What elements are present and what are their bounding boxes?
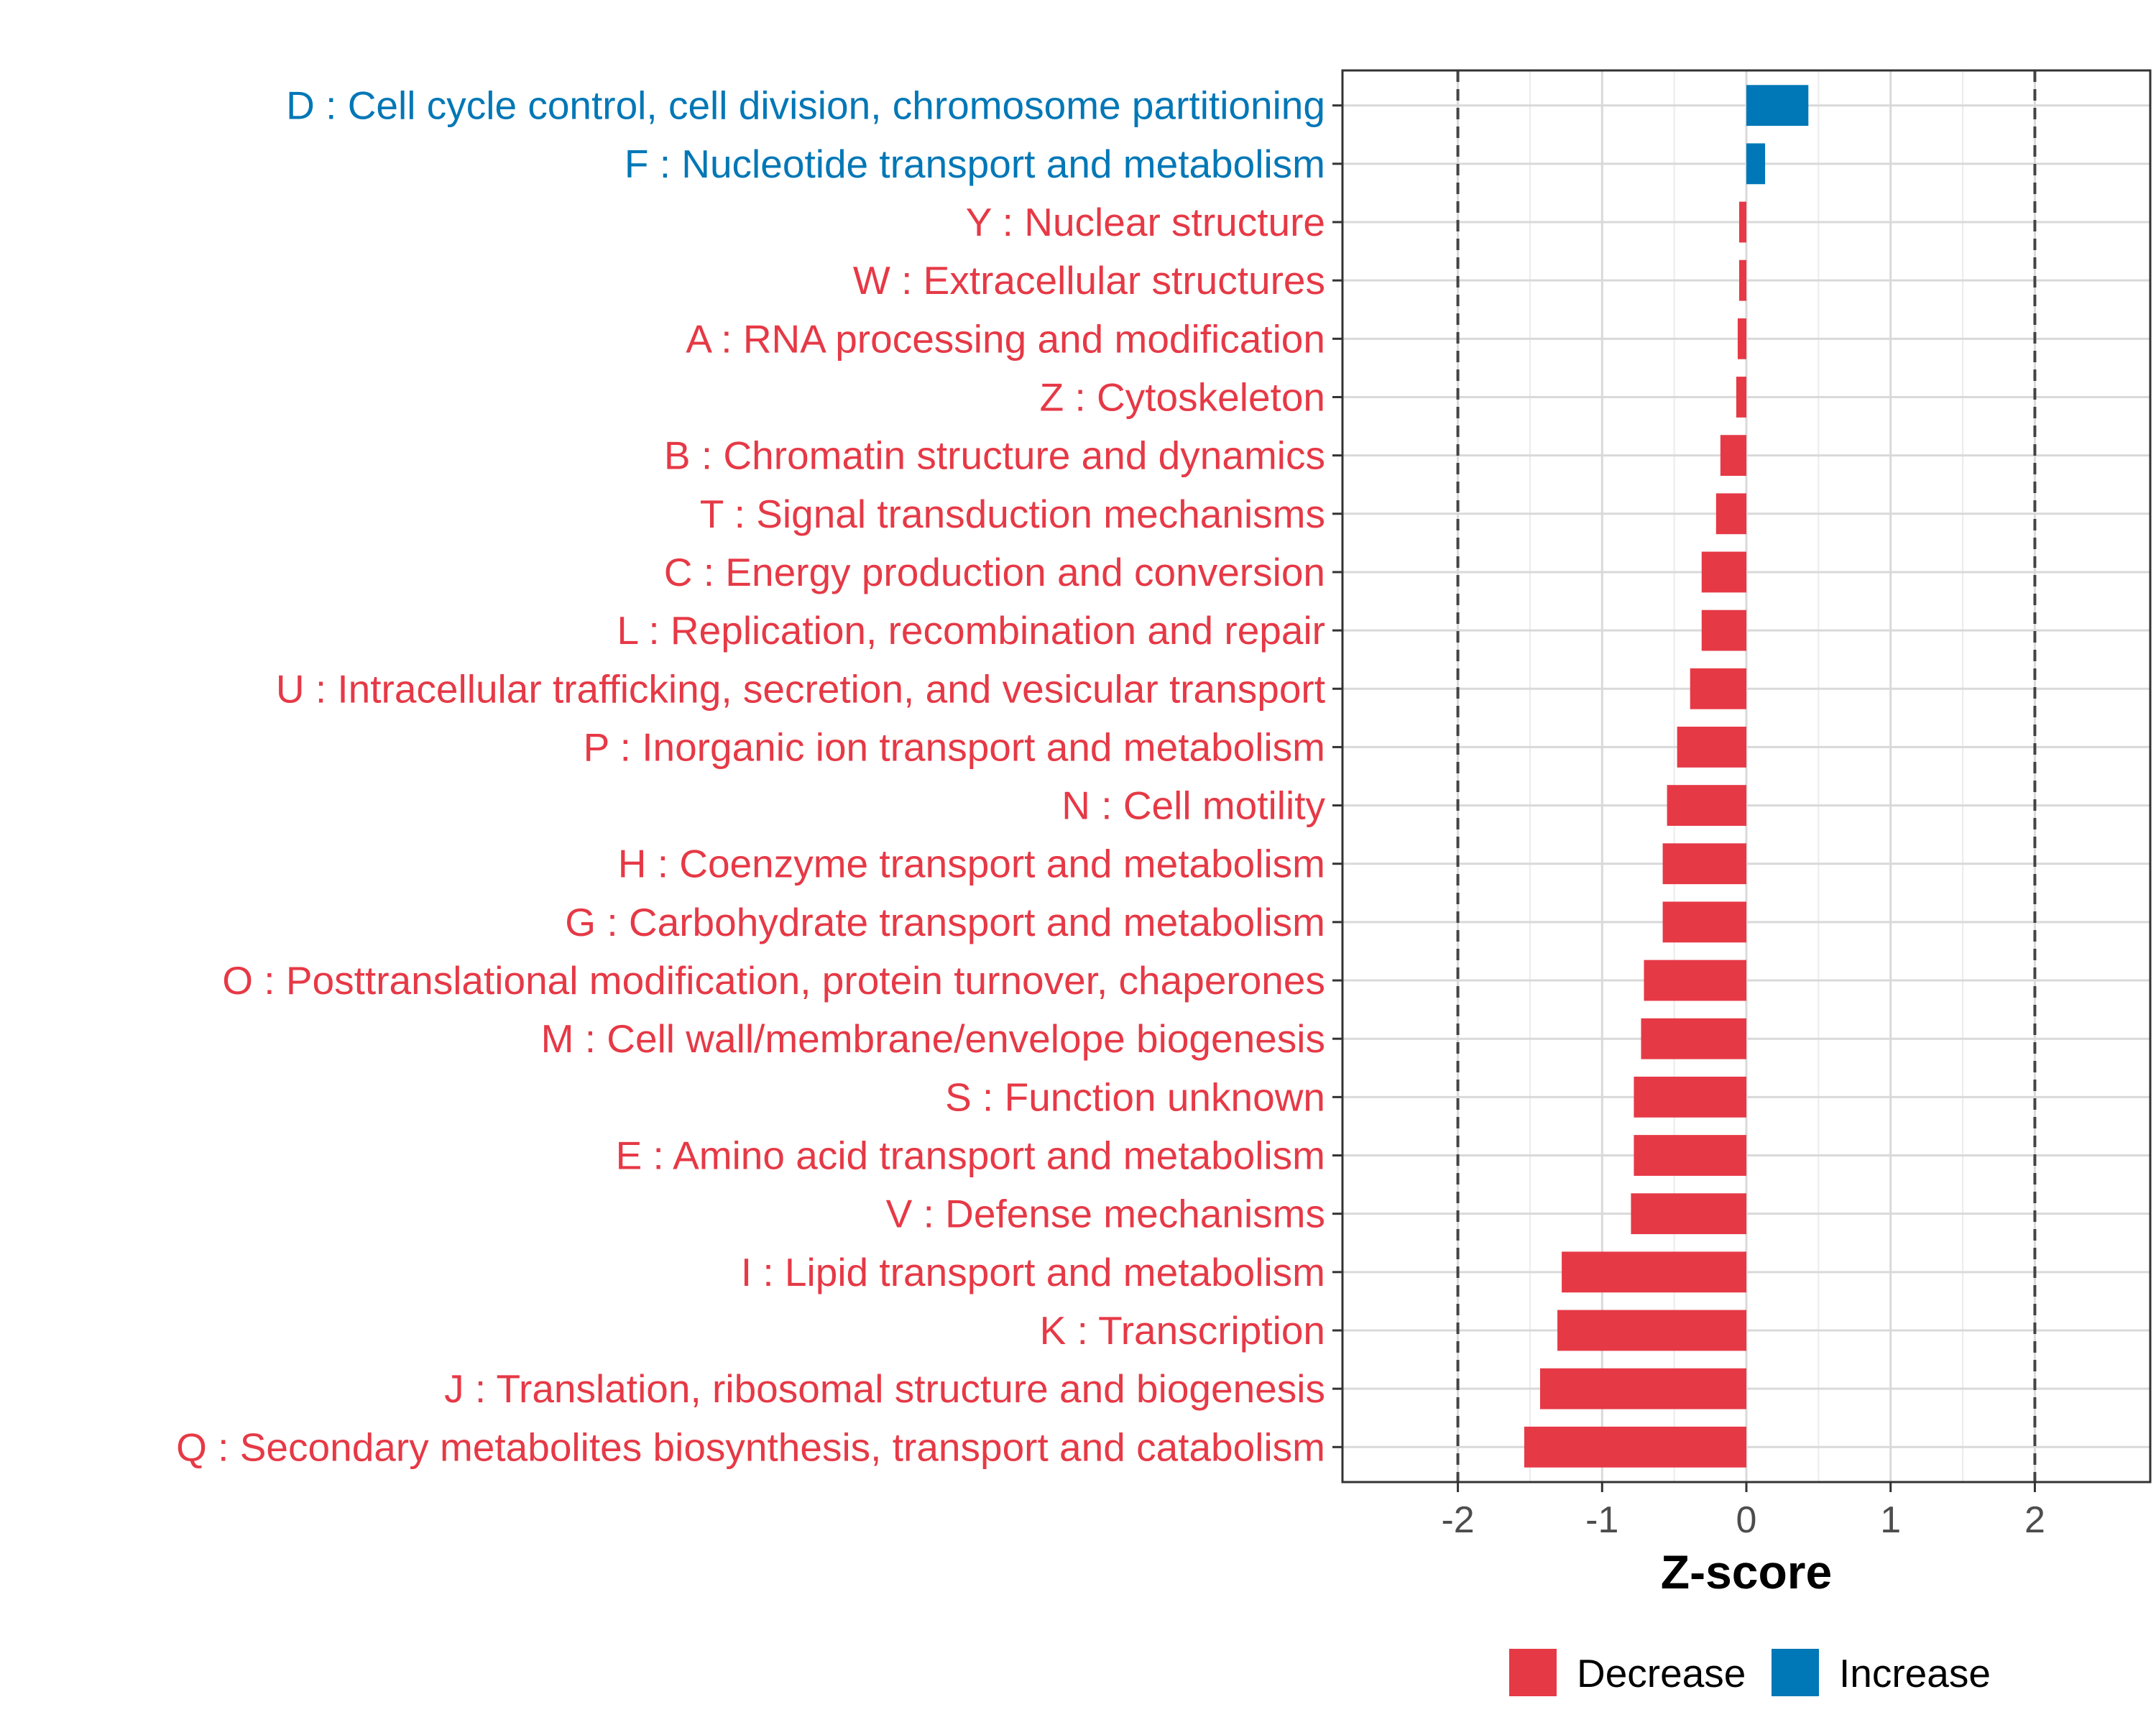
category-label: N : Cell motility [1061,783,1325,828]
bar [1746,85,1809,126]
category-label: O : Posttranslational modification, prot… [222,958,1325,1003]
bar [1701,610,1746,651]
bar [1677,727,1746,768]
bar [1738,259,1746,301]
bar [1524,1426,1746,1468]
category-label: V : Defense mechanisms [886,1192,1325,1236]
category-label: J : Translation, ribosomal structure and… [444,1366,1325,1411]
bar [1634,1076,1746,1118]
category-label: P : Inorganic ion transport and metaboli… [584,724,1325,769]
legend-swatch [1509,1649,1557,1696]
bar [1715,493,1746,535]
category-label: W : Extracellular structures [853,258,1325,303]
bar [1737,318,1746,359]
category-label: T : Signal transduction mechanisms [700,492,1325,536]
bar [1662,901,1746,943]
bar [1557,1310,1746,1351]
bar [1738,201,1746,243]
bar [1631,1193,1746,1235]
bar [1662,843,1746,885]
x-axis-title: Z-score [1661,1545,1832,1598]
category-label: M : Cell wall/membrane/envelope biogenes… [541,1016,1325,1061]
category-label: I : Lipid transport and metabolism [741,1250,1325,1294]
bar [1539,1368,1746,1409]
category-label: B : Chromatin structure and dynamics [664,433,1325,478]
bar [1644,960,1746,1001]
bar [1562,1251,1746,1293]
bar [1634,1135,1746,1176]
bar [1641,1018,1746,1059]
x-tick-label: -2 [1441,1499,1474,1541]
category-label: C : Energy production and conversion [664,550,1325,594]
x-tick-label: 0 [1736,1499,1757,1541]
category-label: A : RNA processing and modification [686,316,1325,361]
y-axis-labels: D : Cell cycle control, cell division, c… [176,83,1325,1470]
category-label: Q : Secondary metabolites biosynthesis, … [176,1425,1325,1469]
bar [1720,435,1746,477]
category-label: D : Cell cycle control, cell division, c… [286,83,1325,128]
category-label: Y : Nuclear structure [966,200,1325,244]
category-label: H : Coenzyme transport and metabolism [618,842,1325,886]
category-label: U : Intracellular trafficking, secretion… [276,666,1325,711]
category-label: K : Transcription [1040,1308,1325,1353]
legend: Decrease Increase [1509,1649,1991,1696]
category-label: Z : Cytoskeleton [1040,374,1325,419]
legend-label: Increase [1839,1651,1991,1696]
legend-swatch [1772,1649,1819,1696]
bar [1746,143,1766,185]
bar [1667,785,1746,826]
bar [1701,551,1746,593]
x-tick-label: 2 [2024,1499,2045,1541]
x-axis-ticks: -2 -1 0 1 2 [1441,1482,2045,1541]
legend-label: Decrease [1577,1651,1746,1696]
category-label: G : Carbohydrate transport and metabolis… [565,900,1325,944]
y-axis-ticks [1332,104,1342,1448]
category-label: S : Function unknown [945,1075,1325,1119]
x-tick-label: 1 [1880,1499,1901,1541]
reference-lines [1456,70,2037,1482]
bar [1736,377,1746,418]
bar [1690,668,1746,709]
x-tick-label: -1 [1585,1499,1618,1541]
category-label: E : Amino acid transport and metabolism [616,1133,1325,1178]
category-label: L : Replication, recombination and repai… [617,608,1325,653]
bars [1524,85,1809,1468]
category-label: F : Nucleotide transport and metabolism [625,142,1325,186]
